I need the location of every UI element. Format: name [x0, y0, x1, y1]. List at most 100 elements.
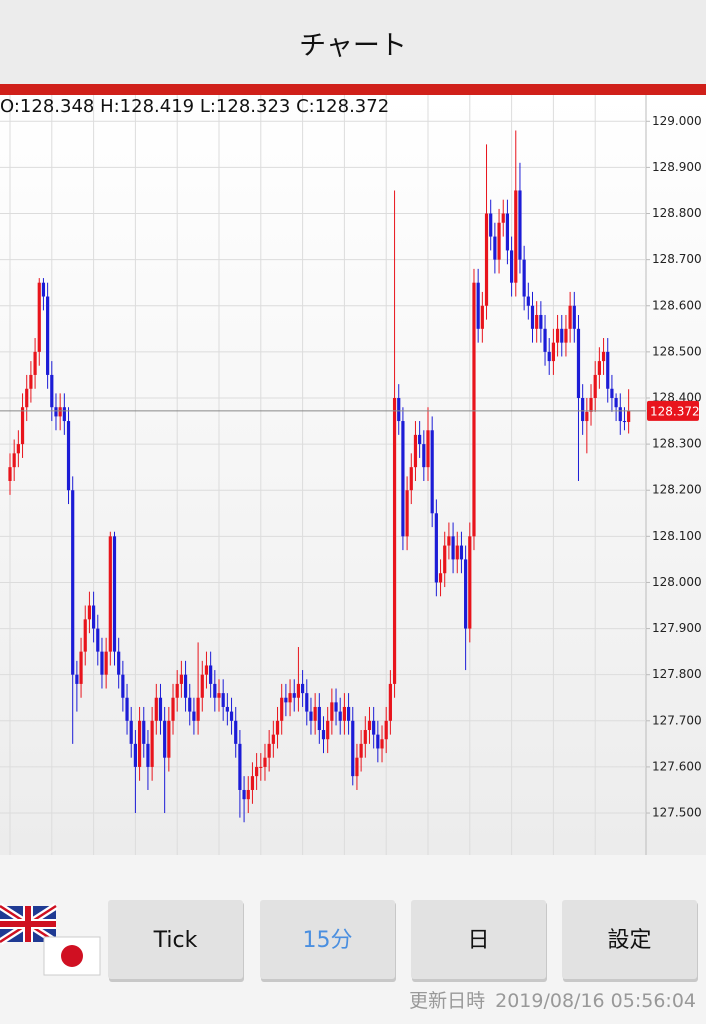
- candle-body: [409, 467, 413, 491]
- candle-body: [518, 190, 522, 260]
- last-price-tag: [647, 400, 699, 421]
- candle-body: [175, 683, 179, 698]
- candle-body: [564, 328, 568, 343]
- candle-body: [96, 628, 100, 652]
- candle-body: [267, 743, 271, 758]
- candle-body: [468, 536, 472, 629]
- candle-body: [229, 711, 234, 721]
- tab-button[interactable]: 日: [411, 900, 547, 982]
- candle-body: [133, 743, 137, 767]
- candle-body: [359, 743, 363, 758]
- candle-body: [8, 467, 12, 481]
- candle-body: [83, 619, 87, 652]
- button-face[interactable]: [562, 900, 697, 979]
- candle-body: [150, 720, 154, 767]
- candle-body: [37, 282, 41, 352]
- candle-body: [242, 789, 246, 800]
- candle-body: [484, 213, 489, 306]
- candle-body: [200, 674, 204, 698]
- candle-body: [317, 706, 321, 731]
- button-face[interactable]: [411, 900, 546, 979]
- candle-body: [555, 328, 560, 343]
- y-tick-label: 128.600: [652, 298, 702, 312]
- candle-body: [146, 743, 150, 767]
- candle-body: [338, 711, 342, 721]
- candle-body: [610, 388, 614, 398]
- candle-body: [585, 411, 589, 422]
- candle-body: [384, 720, 388, 740]
- candle-body: [367, 720, 372, 731]
- candle-body: [163, 720, 167, 758]
- button-face[interactable]: [108, 900, 243, 979]
- candle-body: [313, 706, 317, 721]
- candle-body: [16, 444, 20, 454]
- button-label[interactable]: 15分: [303, 928, 353, 953]
- candle-body: [330, 702, 334, 721]
- plot: [0, 95, 646, 855]
- candle-body: [121, 674, 125, 698]
- tab-button[interactable]: Tick: [108, 900, 244, 982]
- candle-body: [321, 730, 326, 740]
- candle-body: [238, 743, 242, 790]
- candle-body: [280, 697, 284, 721]
- candle-body: [497, 222, 501, 260]
- candle-body: [234, 720, 238, 744]
- candle-body: [50, 374, 54, 408]
- jp-flag: [43, 936, 101, 976]
- button-face[interactable]: [260, 900, 395, 979]
- candle-body: [597, 361, 601, 375]
- y-tick-label: 127.900: [652, 621, 702, 635]
- button-label[interactable]: Tick: [153, 928, 198, 953]
- candle-body: [455, 545, 459, 560]
- candle-body: [125, 697, 129, 721]
- candle-body: [221, 693, 225, 707]
- y-tick-label: 127.700: [652, 713, 702, 727]
- candle-body: [309, 711, 313, 721]
- accent-bar: [0, 84, 706, 95]
- y-tick-label: 128.300: [652, 437, 702, 451]
- candle-body: [334, 702, 338, 712]
- tab-button[interactable]: 15分: [260, 900, 396, 982]
- button-row: Tick 15分 日 設定: [108, 900, 698, 982]
- candle-body: [79, 651, 83, 684]
- tab-button[interactable]: 設定: [562, 900, 698, 982]
- candle-body: [405, 490, 409, 537]
- candle-body: [560, 328, 564, 343]
- y-tick-label: 128.500: [652, 344, 702, 358]
- candle-body: [296, 683, 301, 698]
- button-label[interactable]: 日: [467, 928, 489, 953]
- candle-body: [614, 397, 618, 408]
- candle-body: [167, 720, 171, 758]
- candle-body: [392, 397, 397, 684]
- candle-body: [288, 693, 292, 703]
- candle-body: [522, 259, 526, 297]
- candle-body: [342, 706, 346, 721]
- button-label[interactable]: 設定: [607, 928, 651, 953]
- y-tick-label: 128.000: [652, 575, 702, 589]
- candle-body: [447, 536, 451, 546]
- candle-body: [188, 697, 192, 712]
- candle-body: [618, 407, 622, 422]
- uk-flag: [0, 903, 58, 945]
- last-price-label: 128.372: [650, 404, 700, 418]
- candle-body: [87, 605, 92, 620]
- y-tick-label: 128.900: [652, 160, 702, 174]
- candle-body: [204, 665, 209, 675]
- candle-body: [430, 430, 434, 514]
- candle-body: [514, 190, 518, 283]
- y-tick-label: 128.200: [652, 483, 702, 497]
- candle-body: [539, 314, 543, 329]
- y-tick-label: 127.800: [652, 667, 702, 681]
- candle-body: [25, 388, 29, 408]
- y-tick-label: 127.600: [652, 759, 702, 773]
- candle-body: [209, 665, 213, 684]
- candle-body: [104, 651, 108, 675]
- candle-body: [263, 757, 267, 767]
- candle-body: [171, 697, 175, 721]
- candle-body: [112, 536, 117, 652]
- candle-body: [422, 444, 426, 468]
- candle-body: [418, 434, 422, 445]
- candle-body: [275, 720, 280, 735]
